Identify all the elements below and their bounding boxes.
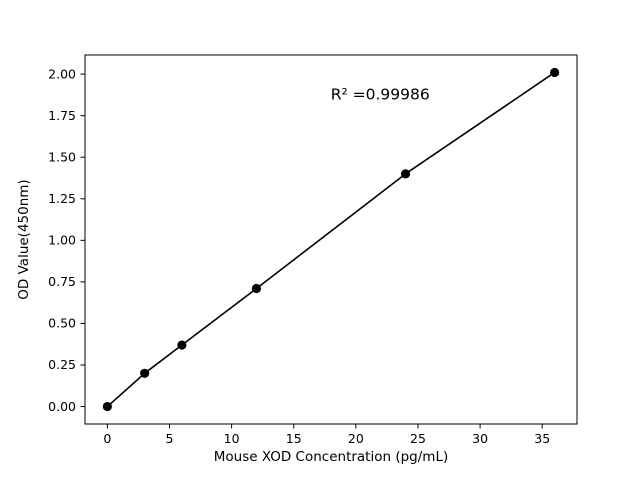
data-point-marker <box>140 368 150 378</box>
x-tick-label: 25 <box>410 431 426 446</box>
y-tick-label: 0.50 <box>48 316 76 331</box>
y-tick-label: 1.75 <box>48 108 76 123</box>
r-squared-annotation: R² =0.99986 <box>331 85 430 103</box>
x-tick-label: 0 <box>103 431 111 446</box>
x-tick-label: 10 <box>224 431 240 446</box>
y-tick-label: 1.50 <box>48 149 76 164</box>
y-tick-label: 0.25 <box>48 357 76 372</box>
y-tick-label: 2.00 <box>48 66 76 81</box>
y-tick-label: 0.75 <box>48 274 76 289</box>
x-tick-label: 20 <box>348 431 364 446</box>
data-point-marker <box>251 283 262 294</box>
data-point-marker <box>400 169 411 179</box>
plot-area <box>84 54 578 425</box>
x-tick-label: 15 <box>286 431 302 446</box>
data-point-marker <box>102 401 112 412</box>
y-tick-label: 1.00 <box>48 233 76 248</box>
data-point-marker <box>550 67 560 78</box>
x-tick-label: 30 <box>472 431 488 446</box>
y-tick-label: 0.00 <box>48 399 76 414</box>
x-axis-label: Mouse XOD Concentration (pg/mL) <box>214 449 448 465</box>
data-point-marker <box>177 340 187 350</box>
x-tick-label: 35 <box>534 431 550 446</box>
standard-curve-line <box>106 71 556 408</box>
y-axis-label: OD Value(450nm) <box>16 179 32 299</box>
y-tick-label: 1.25 <box>48 191 76 206</box>
x-tick-label: 5 <box>166 431 174 446</box>
